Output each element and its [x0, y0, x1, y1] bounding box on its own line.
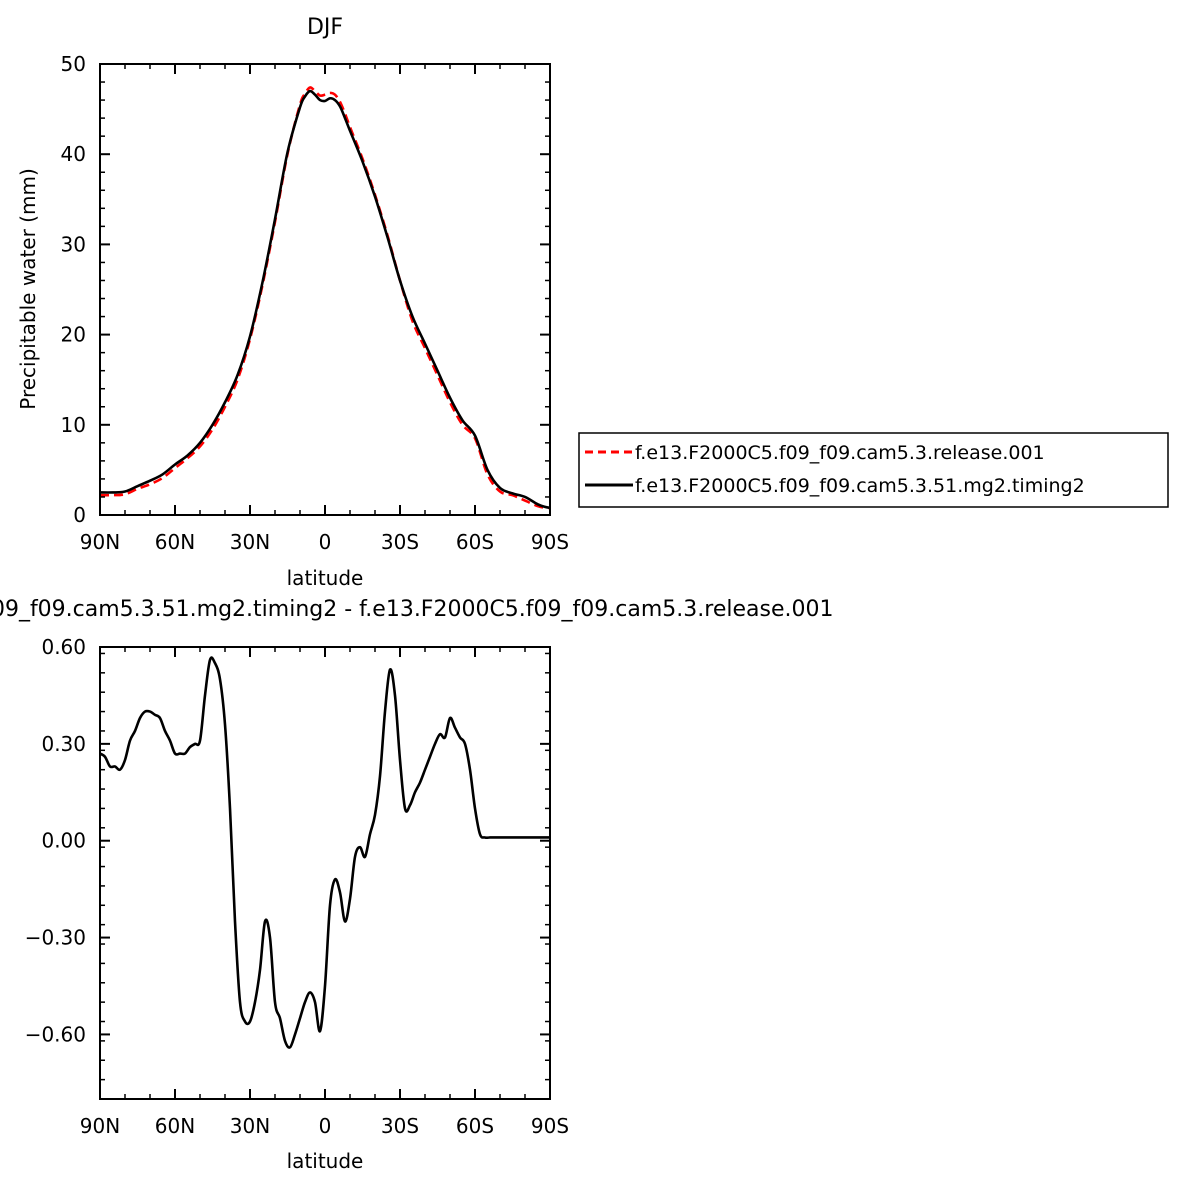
y-tick-label: 40 — [61, 142, 86, 166]
x-tick-label: 60N — [155, 1114, 195, 1138]
x-tick-label: 60S — [456, 1114, 494, 1138]
x-tick-label: 30S — [381, 530, 419, 554]
y-tick-label: −0.30 — [25, 926, 86, 950]
y-tick-label: 20 — [61, 323, 86, 347]
y-tick-label: −0.60 — [25, 1022, 86, 1046]
x-tick-label: 90S — [531, 1114, 569, 1138]
top-y-axis-label: Precipitable water (mm) — [16, 168, 40, 410]
y-tick-label: 50 — [61, 52, 86, 76]
y-tick-label: 30 — [61, 232, 86, 256]
x-tick-label: 90N — [80, 1114, 120, 1138]
legend-label-release: f.e13.F2000C5.f09_f09.cam5.3.release.001 — [635, 442, 1045, 464]
x-tick-label: 90S — [531, 530, 569, 554]
x-tick-label: 30N — [230, 1114, 270, 1138]
series-line-0-1 — [99, 89, 551, 510]
top-x-axis-label: latitude — [287, 566, 364, 590]
x-tick-label: 90N — [80, 530, 120, 554]
y-tick-label: 0.30 — [41, 732, 86, 756]
precipitable-water-panel: DJF Precipitable water (mm) latitude 90N… — [16, 15, 569, 590]
top-plot-frame — [99, 63, 551, 516]
bottom-chart-title: f.e13.F2000C5.f09_f09.cam5.3.51.mg2.timi… — [0, 597, 833, 622]
x-tick-label: 0 — [319, 530, 332, 554]
series-line-1-0 — [99, 656, 550, 1049]
x-tick-label: 60S — [456, 530, 494, 554]
x-tick-label: 30S — [381, 1114, 419, 1138]
legend: f.e13.F2000C5.f09_f09.cam5.3.release.001… — [578, 432, 1169, 508]
x-tick-label: 0 — [319, 1114, 332, 1138]
top-chart-title: DJF — [307, 15, 343, 40]
y-tick-label: 0.00 — [41, 829, 86, 853]
difference-panel: f.e13.F2000C5.f09_f09.cam5.3.51.mg2.timi… — [0, 597, 833, 1173]
bottom-plot-frame — [99, 646, 551, 1100]
bottom-x-axis-label: latitude — [287, 1149, 364, 1173]
x-tick-label: 30N — [230, 530, 270, 554]
y-tick-label: 0.60 — [41, 635, 86, 659]
legend-frame — [578, 432, 1169, 508]
y-tick-label: 0 — [73, 503, 86, 527]
x-tick-label: 60N — [155, 530, 195, 554]
legend-label-timing2: f.e13.F2000C5.f09_f09.cam5.3.51.mg2.timi… — [635, 475, 1085, 497]
series-line-0-0 — [99, 86, 551, 510]
y-tick-label: 10 — [61, 413, 86, 437]
